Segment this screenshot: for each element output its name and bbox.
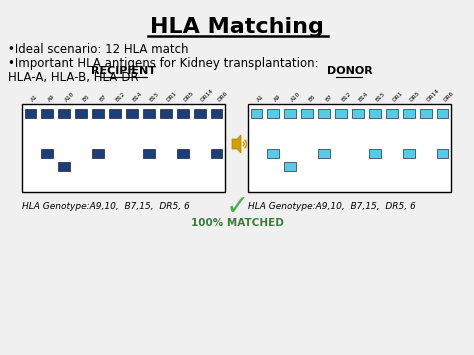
Text: B12: B12 xyxy=(341,92,353,103)
Text: •Ideal scenario: 12 HLA match: •Ideal scenario: 12 HLA match xyxy=(8,43,189,56)
Bar xyxy=(419,109,431,119)
Bar xyxy=(267,109,279,119)
Bar xyxy=(403,109,415,119)
Bar xyxy=(437,149,448,158)
Text: 100% MATCHED: 100% MATCHED xyxy=(191,218,283,228)
Bar xyxy=(41,109,53,119)
Bar xyxy=(177,109,189,119)
Bar xyxy=(248,104,451,192)
Bar xyxy=(160,109,172,119)
Text: A10: A10 xyxy=(290,92,302,103)
Bar xyxy=(22,104,225,192)
Text: DR1: DR1 xyxy=(166,91,178,103)
Text: DR6: DR6 xyxy=(443,91,455,103)
Text: ✓: ✓ xyxy=(225,193,249,221)
Text: B12: B12 xyxy=(115,92,127,103)
Bar xyxy=(25,109,36,119)
Bar xyxy=(58,109,70,119)
Text: DR14: DR14 xyxy=(200,88,214,103)
Bar xyxy=(335,109,347,119)
Bar xyxy=(92,149,104,158)
Bar xyxy=(352,109,364,119)
Bar xyxy=(386,109,398,119)
Bar xyxy=(210,109,222,119)
Polygon shape xyxy=(232,135,241,153)
Text: DR5: DR5 xyxy=(409,91,421,103)
Bar xyxy=(58,162,70,171)
Bar xyxy=(251,109,263,119)
Text: B5: B5 xyxy=(307,94,316,103)
Text: •Important HLA antigens for Kidney transplantation:: •Important HLA antigens for Kidney trans… xyxy=(8,57,319,70)
Text: DR5: DR5 xyxy=(182,91,195,103)
Bar xyxy=(369,149,381,158)
Bar xyxy=(437,109,448,119)
Text: B7: B7 xyxy=(98,94,107,103)
Text: RECIPIENT: RECIPIENT xyxy=(91,66,156,76)
Bar xyxy=(75,109,87,119)
Bar xyxy=(318,149,330,158)
Text: B15: B15 xyxy=(149,92,161,103)
Bar xyxy=(403,149,415,158)
Text: DR1: DR1 xyxy=(392,91,404,103)
Text: DR14: DR14 xyxy=(426,88,440,103)
Bar xyxy=(267,149,279,158)
Text: A1: A1 xyxy=(256,94,265,103)
Bar xyxy=(41,149,53,158)
Bar xyxy=(92,109,104,119)
Text: HLA Genotype:A9,10,  B7,15,  DR5, 6: HLA Genotype:A9,10, B7,15, DR5, 6 xyxy=(22,202,190,211)
Bar xyxy=(318,109,330,119)
Bar xyxy=(177,149,189,158)
Text: A1: A1 xyxy=(30,94,39,103)
Bar xyxy=(143,149,155,158)
Text: B14: B14 xyxy=(358,92,370,103)
Text: B14: B14 xyxy=(132,92,144,103)
Text: A9: A9 xyxy=(47,94,56,103)
Bar xyxy=(284,162,296,171)
Text: HLA Genotype:A9,10,  B7,15,  DR5, 6: HLA Genotype:A9,10, B7,15, DR5, 6 xyxy=(248,202,416,211)
Text: B15: B15 xyxy=(375,92,386,103)
Text: DR6: DR6 xyxy=(217,91,229,103)
Bar xyxy=(210,149,222,158)
Bar xyxy=(143,109,155,119)
Bar xyxy=(126,109,138,119)
Text: DONOR: DONOR xyxy=(327,66,373,76)
Text: B5: B5 xyxy=(81,94,90,103)
Bar xyxy=(284,109,296,119)
Text: B7: B7 xyxy=(324,94,333,103)
Text: A10: A10 xyxy=(64,92,76,103)
Bar xyxy=(369,109,381,119)
Text: HLA-A, HLA-B, HLA-DR: HLA-A, HLA-B, HLA-DR xyxy=(8,71,138,84)
Bar xyxy=(109,109,121,119)
Bar xyxy=(301,109,313,119)
Bar xyxy=(194,109,206,119)
Text: A9: A9 xyxy=(273,94,283,103)
Text: HLA Matching: HLA Matching xyxy=(150,17,324,37)
